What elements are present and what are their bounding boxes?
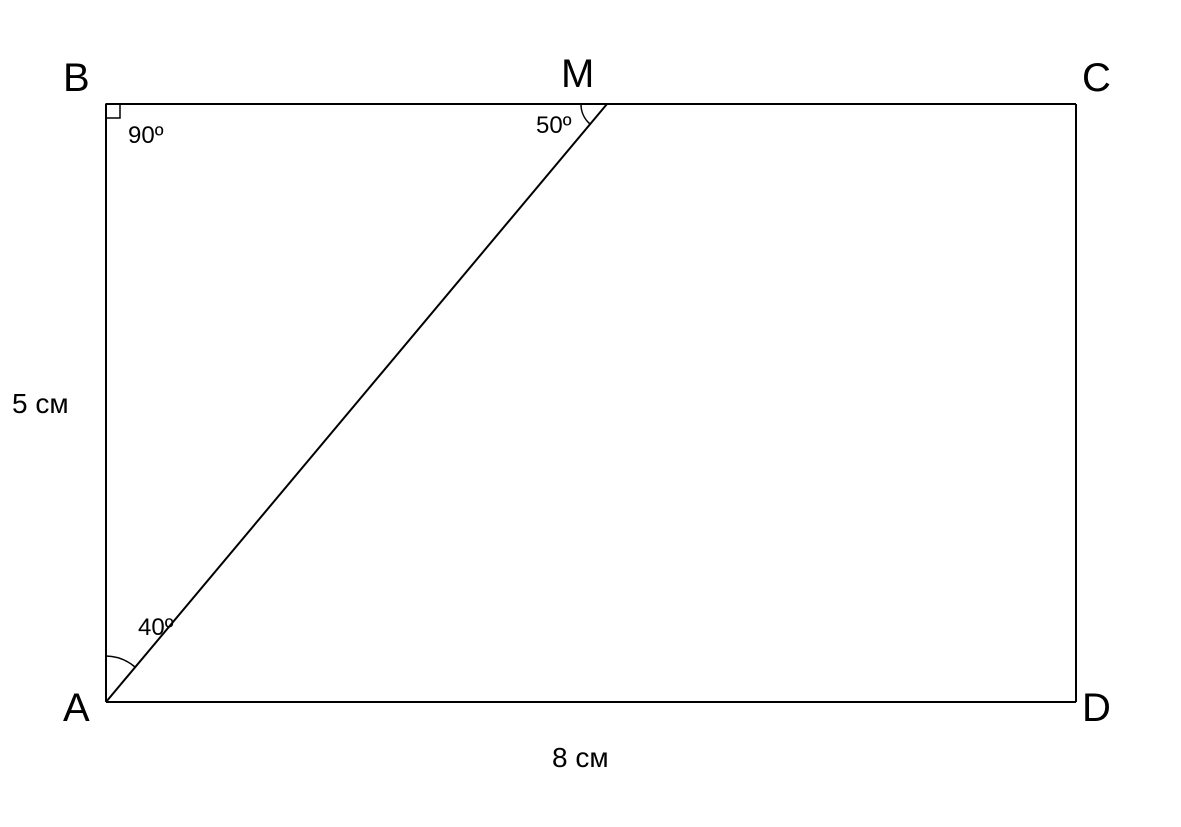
vertex-label-D: D [1082,686,1111,731]
diagram-svg [0,0,1181,827]
angle-label-B: 90º [128,122,163,150]
angle-arc-M [581,104,590,124]
vertex-label-C: C [1082,56,1111,101]
geometry-diagram: A B C D M 90º 50º 40º 5 см 8 см [0,0,1181,827]
vertex-label-M: M [561,52,594,97]
angle-label-M: 50º [536,112,571,140]
angle-arc-A [106,656,135,667]
line-AM [106,104,607,702]
angle-label-A: 40º [138,614,173,642]
vertex-label-A: A [63,686,90,731]
dimension-label-AB: 5 см [12,388,69,420]
right-angle-marker [106,104,120,118]
vertex-label-B: B [63,56,90,101]
dimension-label-AD: 8 см [552,742,609,774]
